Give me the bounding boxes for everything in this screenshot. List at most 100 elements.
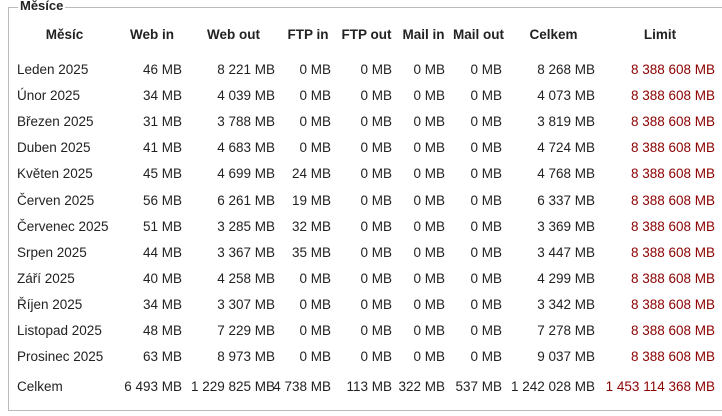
- table-cell: 8 973 MB: [217, 349, 275, 365]
- total-cell: 322 MB: [398, 379, 445, 394]
- table-cell: 24 MB: [291, 166, 331, 182]
- table-cell: 44 MB: [142, 244, 182, 260]
- table-cell: 3 342 MB: [537, 296, 595, 312]
- table-cell: Červen 2025: [17, 192, 95, 208]
- table-cell: 0 MB: [360, 296, 392, 312]
- table-cell: 4 699 MB: [217, 166, 275, 182]
- table-cell: 0 MB: [299, 270, 331, 286]
- table-cell: 0 MB: [470, 114, 502, 130]
- table-cell: 0 MB: [470, 166, 502, 182]
- table-cell: 48 MB: [142, 323, 182, 338]
- table-cell: Listopad 2025: [17, 323, 102, 338]
- total-cell: 4 738 MB: [273, 379, 331, 394]
- table-cell: 0 MB: [413, 166, 445, 182]
- table-cell: 0 MB: [360, 140, 392, 156]
- table-cell: 8 388 608 MB: [630, 192, 715, 208]
- table-cell: 56 MB: [142, 192, 182, 208]
- table-cell: 63 MB: [142, 349, 182, 365]
- column-header: Web out: [207, 27, 260, 42]
- table-cell: Duben 2025: [17, 140, 91, 156]
- fieldset-legend: Měsíce: [18, 0, 66, 13]
- table-cell: 8 388 608 MB: [630, 296, 715, 312]
- table-cell: 34 MB: [142, 88, 182, 104]
- table-cell: 0 MB: [413, 270, 445, 286]
- column-header: Limit: [643, 27, 677, 42]
- total-cell: 6 493 MB: [124, 379, 182, 394]
- table-cell: 0 MB: [299, 296, 331, 312]
- table-cell: 31 MB: [142, 114, 182, 130]
- table-cell: 8 268 MB: [537, 62, 595, 77]
- table-cell: 0 MB: [299, 140, 331, 156]
- table-cell: 0 MB: [299, 88, 331, 104]
- table-cell: 4 039 MB: [217, 88, 275, 104]
- table-cell: 0 MB: [360, 218, 392, 234]
- table-cell: 3 367 MB: [217, 244, 275, 260]
- table-cell: 9 037 MB: [537, 349, 595, 365]
- column-header: FTP in: [287, 27, 329, 42]
- table-cell: 3 369 MB: [537, 218, 595, 234]
- table-cell: 0 MB: [413, 62, 445, 77]
- total-cell: 537 MB: [455, 379, 502, 394]
- table-cell: 4 258 MB: [217, 270, 275, 286]
- table-cell: 6 337 MB: [537, 192, 595, 208]
- table-cell: 0 MB: [360, 192, 392, 208]
- total-cell: 1 453 114 368 MB: [605, 379, 715, 394]
- table-cell: 0 MB: [360, 114, 392, 130]
- total-cell: 113 MB: [346, 379, 392, 394]
- table-cell: 0 MB: [470, 270, 502, 286]
- table-cell: 0 MB: [413, 323, 445, 338]
- table-cell: 4 683 MB: [217, 140, 275, 156]
- table-cell: 0 MB: [360, 323, 392, 338]
- total-cell: Celkem: [17, 379, 63, 394]
- table-cell: Říjen 2025: [17, 296, 83, 312]
- table-cell: 45 MB: [142, 166, 182, 182]
- table-cell: 0 MB: [360, 349, 392, 365]
- column-header: FTP out: [341, 27, 392, 42]
- table-cell: 0 MB: [470, 88, 502, 104]
- table-cell: 0 MB: [413, 88, 445, 104]
- table-cell: 0 MB: [360, 270, 392, 286]
- table-cell: 0 MB: [413, 114, 445, 130]
- table-cell: 8 388 608 MB: [630, 218, 715, 234]
- table-cell: 8 388 608 MB: [630, 140, 715, 156]
- table-cell: 0 MB: [360, 244, 392, 260]
- table-cell: Prosinec 2025: [17, 349, 104, 365]
- table-cell: 0 MB: [470, 218, 502, 234]
- table-cell: 4 073 MB: [537, 88, 595, 104]
- table-cell: 0 MB: [413, 192, 445, 208]
- table-cell: 6 261 MB: [217, 192, 275, 208]
- table-cell: Září 2025: [17, 270, 75, 286]
- table-cell: 40 MB: [142, 270, 182, 286]
- column-header: Celkem: [529, 27, 578, 42]
- table-cell: 7 278 MB: [537, 323, 595, 338]
- table-cell: 3 819 MB: [537, 114, 595, 130]
- table-cell: 4 768 MB: [537, 166, 595, 182]
- table-cell: 8 388 608 MB: [630, 166, 715, 182]
- table-cell: 7 229 MB: [217, 323, 275, 338]
- table-cell: 0 MB: [470, 349, 502, 365]
- table-cell: Květen 2025: [17, 166, 93, 182]
- table-cell: 51 MB: [142, 218, 182, 234]
- table-cell: 0 MB: [299, 114, 331, 130]
- total-cell: 1 229 825 MB: [190, 379, 275, 394]
- table-cell: Srpen 2025: [17, 244, 87, 260]
- table-cell: 8 388 608 MB: [630, 244, 715, 260]
- table-cell: 8 388 608 MB: [630, 349, 715, 365]
- table-cell: 32 MB: [291, 218, 331, 234]
- table-cell: 0 MB: [470, 296, 502, 312]
- column-header: Měsíc: [45, 27, 84, 42]
- fieldset: [8, 7, 722, 411]
- table-cell: 0 MB: [360, 88, 392, 104]
- table-cell: 0 MB: [470, 244, 502, 260]
- table-cell: Únor 2025: [17, 88, 81, 104]
- table-cell: Červenec 2025: [17, 218, 109, 234]
- table-cell: 8 388 608 MB: [630, 323, 715, 338]
- column-header: Mail in: [402, 27, 445, 42]
- total-cell: 1 242 028 MB: [510, 379, 595, 394]
- column-header: Web in: [129, 27, 174, 42]
- table-cell: 8 388 608 MB: [630, 114, 715, 130]
- table-cell: 8 388 608 MB: [630, 270, 715, 286]
- table-cell: Březen 2025: [17, 114, 94, 130]
- table-cell: 0 MB: [299, 62, 331, 77]
